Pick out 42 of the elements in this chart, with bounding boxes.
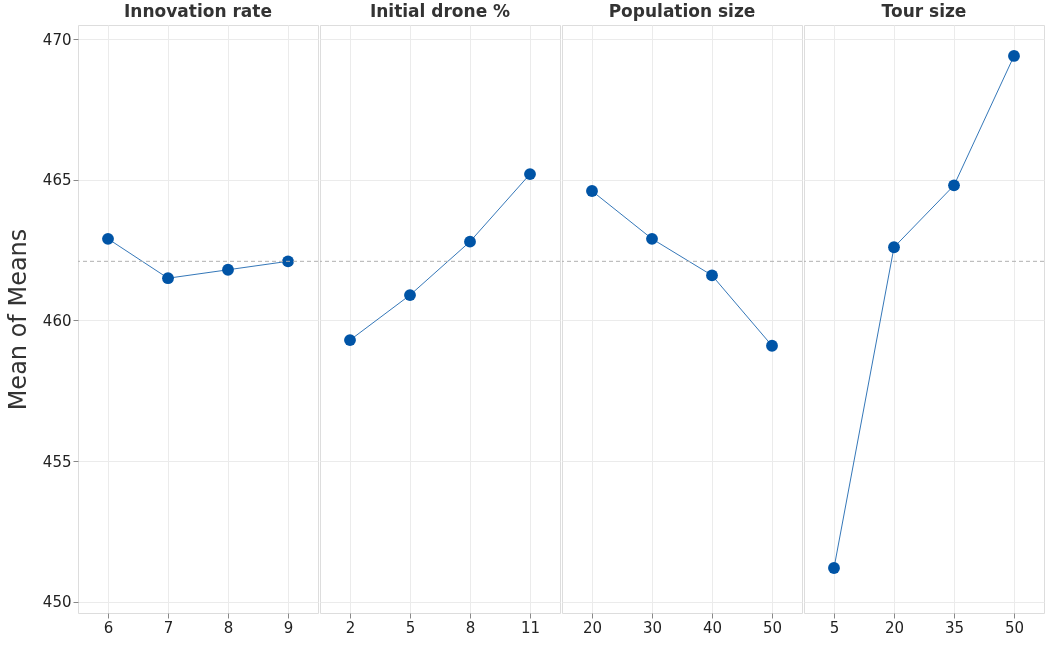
x-tick-label: 8 [465, 618, 476, 637]
point [102, 232, 114, 245]
x-tick-label: 35 [944, 618, 965, 637]
x-tick-label: 50 [1004, 618, 1025, 637]
x-tick-label: 11 [520, 618, 541, 637]
x-tick-label: 8 [223, 618, 234, 637]
point [828, 562, 840, 574]
point [524, 168, 536, 181]
x-tick-label: 9 [283, 618, 294, 637]
y-tick-label: 460 [42, 311, 72, 330]
point [646, 232, 658, 245]
point [404, 289, 416, 301]
x-tick-label: 2 [345, 618, 356, 637]
x-tick-label: 6 [103, 618, 114, 637]
point [464, 235, 476, 248]
chart-title: Initial drone % [369, 1, 511, 21]
point [1008, 50, 1020, 62]
x-tick-label: 5 [405, 618, 416, 637]
point [222, 263, 234, 276]
chart-title: Tour size [881, 1, 967, 21]
x-tick-label: 30 [642, 618, 663, 637]
point [162, 272, 174, 285]
y-tick-label: 450 [42, 593, 72, 612]
y-tick-label: 455 [42, 452, 72, 471]
x-tick-label: 40 [702, 618, 723, 637]
point [948, 179, 960, 192]
chart-title: Innovation rate [124, 1, 272, 21]
x-tick-label: 20 [884, 618, 905, 637]
chart-title: Population size [608, 1, 756, 21]
y-axis-title: Mean of Means [3, 228, 32, 411]
y-tick-label: 470 [42, 30, 72, 49]
point [282, 255, 294, 268]
point [586, 185, 598, 197]
x-tick-label: 7 [163, 618, 174, 637]
x-tick-label: 50 [762, 618, 783, 637]
point [344, 334, 356, 346]
point [888, 241, 900, 254]
x-tick-label: 20 [582, 618, 603, 637]
point [766, 339, 778, 352]
x-tick-label: 5 [829, 618, 840, 637]
point [706, 269, 718, 282]
y-tick-label: 465 [42, 171, 72, 190]
